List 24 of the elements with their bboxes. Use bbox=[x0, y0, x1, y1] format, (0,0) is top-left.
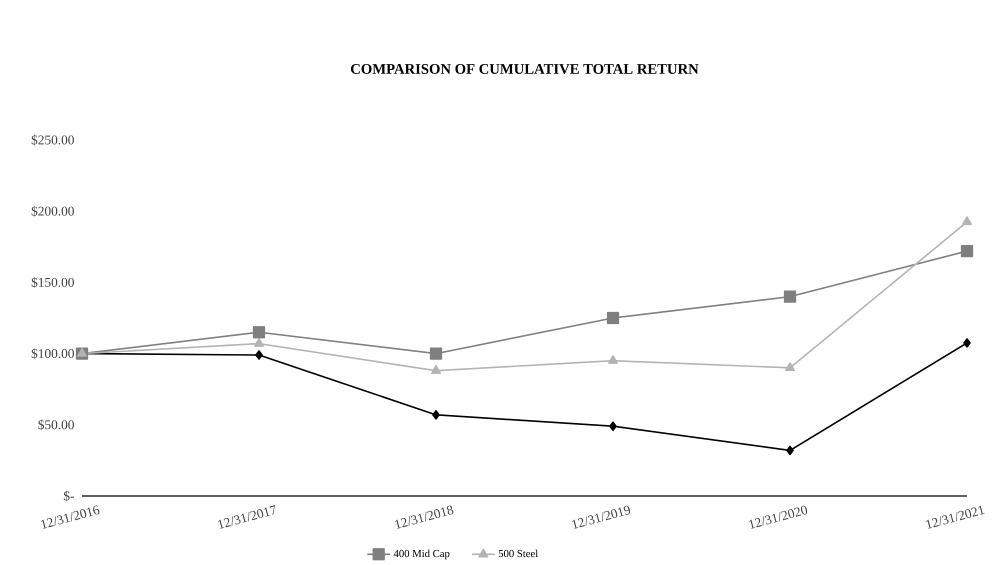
y-tick-label: $100.00 bbox=[32, 348, 74, 359]
y-tick-label: $150.00 bbox=[32, 277, 74, 288]
point bbox=[430, 347, 442, 360]
point bbox=[962, 216, 972, 226]
point bbox=[609, 421, 617, 432]
y-tick-label: $250.00 bbox=[32, 134, 74, 146]
chart-title: COMPARISON OF CUMULATIVE TOTAL RETURN bbox=[350, 64, 699, 74]
point bbox=[963, 338, 971, 348]
legend-label: 400 Mid Cap bbox=[394, 550, 450, 560]
point bbox=[255, 350, 263, 360]
y-tick-label: $- bbox=[64, 490, 74, 502]
point bbox=[431, 365, 441, 374]
point bbox=[252, 326, 266, 338]
y-tick-label: $200.00 bbox=[32, 206, 74, 217]
y-tick-label: $50.00 bbox=[38, 419, 74, 430]
point bbox=[608, 355, 618, 364]
point bbox=[254, 338, 264, 347]
legend-label: 500 Steel bbox=[498, 550, 538, 558]
point bbox=[785, 362, 795, 372]
point bbox=[786, 446, 794, 456]
point bbox=[606, 312, 620, 324]
point bbox=[784, 290, 796, 303]
point bbox=[960, 244, 974, 258]
point bbox=[432, 410, 440, 420]
